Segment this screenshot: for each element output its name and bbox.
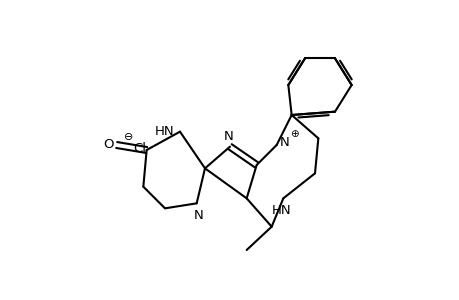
Text: Cl: Cl (133, 142, 146, 155)
Text: N: N (279, 136, 288, 149)
Text: HN: HN (154, 125, 174, 138)
Text: HN: HN (271, 204, 291, 217)
Text: ⊕: ⊕ (289, 129, 298, 139)
Text: N: N (223, 130, 233, 143)
Text: ⊖: ⊖ (123, 132, 133, 142)
Text: N: N (193, 209, 203, 222)
Text: O: O (103, 139, 113, 152)
